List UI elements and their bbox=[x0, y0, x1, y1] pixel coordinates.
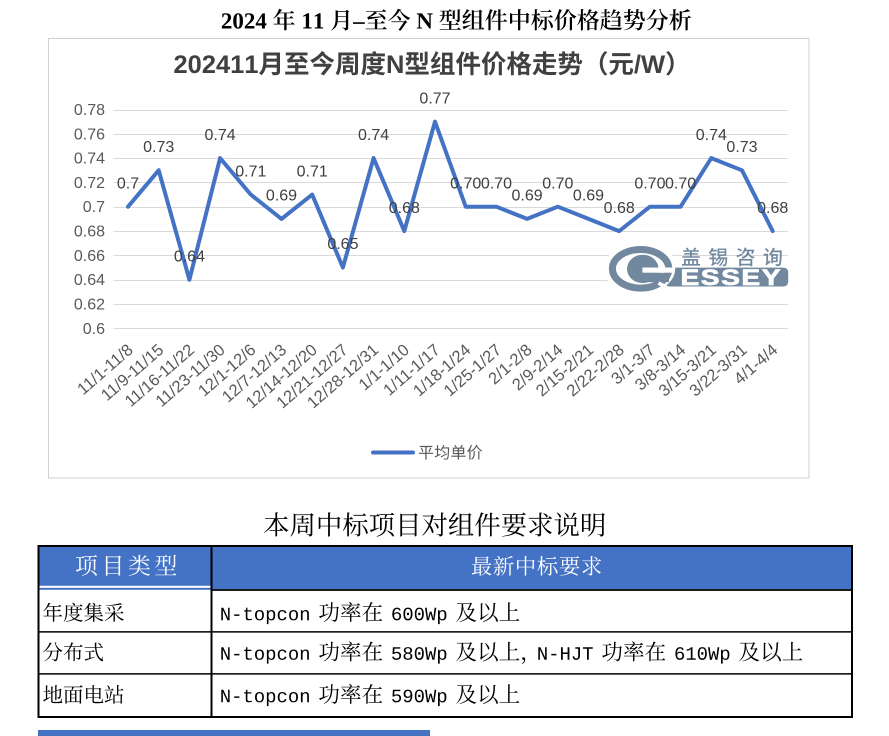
svg-text:0.71: 0.71 bbox=[235, 163, 266, 180]
svg-text:0.68: 0.68 bbox=[757, 200, 788, 217]
svg-text:0.70: 0.70 bbox=[634, 175, 665, 192]
svg-text:ESSEY: ESSEY bbox=[681, 266, 783, 290]
svg-text:0.70: 0.70 bbox=[481, 175, 512, 192]
svg-text:0.73: 0.73 bbox=[143, 139, 174, 156]
svg-text:0.7: 0.7 bbox=[83, 199, 105, 216]
svg-text:0.74: 0.74 bbox=[74, 151, 105, 168]
svg-text:0.6: 0.6 bbox=[83, 321, 105, 338]
svg-text:0.78: 0.78 bbox=[74, 102, 105, 119]
svg-text:0.68: 0.68 bbox=[74, 224, 105, 241]
svg-text:0.70: 0.70 bbox=[665, 175, 696, 192]
svg-text:0.74: 0.74 bbox=[358, 127, 389, 144]
svg-text:0.77: 0.77 bbox=[419, 90, 450, 107]
svg-text:0.68: 0.68 bbox=[604, 200, 635, 217]
svg-text:0.72: 0.72 bbox=[74, 175, 105, 192]
svg-text:0.64: 0.64 bbox=[174, 248, 205, 265]
svg-text:0.69: 0.69 bbox=[266, 188, 297, 205]
svg-text:0.69: 0.69 bbox=[573, 188, 604, 205]
svg-text:0.71: 0.71 bbox=[297, 163, 328, 180]
svg-text:0.73: 0.73 bbox=[726, 139, 757, 156]
svg-text:0.64: 0.64 bbox=[74, 272, 105, 289]
svg-text:0.62: 0.62 bbox=[74, 297, 105, 314]
svg-text:0.65: 0.65 bbox=[327, 236, 358, 253]
svg-text:0.70: 0.70 bbox=[542, 175, 573, 192]
svg-text:0.74: 0.74 bbox=[205, 127, 236, 144]
svg-text:0.74: 0.74 bbox=[696, 127, 727, 144]
svg-text:0.69: 0.69 bbox=[512, 188, 543, 205]
svg-text:0.7: 0.7 bbox=[117, 175, 139, 192]
svg-text:0.70: 0.70 bbox=[450, 175, 481, 192]
svg-text:0.68: 0.68 bbox=[389, 200, 420, 217]
svg-text:0.76: 0.76 bbox=[74, 126, 105, 143]
svg-text:0.66: 0.66 bbox=[74, 248, 105, 265]
